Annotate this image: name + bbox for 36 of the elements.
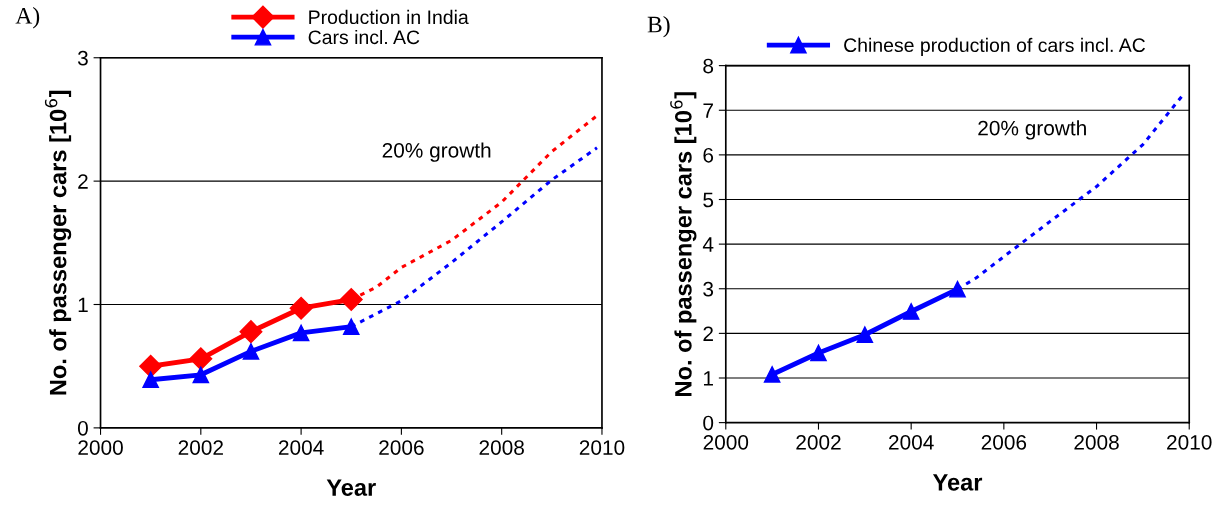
y-tick-label: 6 xyxy=(703,147,714,163)
annotation: 20% growth xyxy=(978,120,1086,140)
x-tick-label: 2000 xyxy=(703,434,749,450)
y-tick-label: 0 xyxy=(703,415,714,431)
x-axis-title: Year xyxy=(326,479,376,496)
x-tick-label: 2008 xyxy=(1074,434,1119,450)
y-tick-label: 8 xyxy=(703,58,714,74)
x-tick-label: 2010 xyxy=(1167,434,1212,450)
x-tick-label: 2000 xyxy=(78,440,123,455)
legend-label: Cars incl. AC xyxy=(308,29,420,45)
y-tick-label: 1 xyxy=(703,371,713,386)
y-axis-title: No. of passenger cars [10$^{6}$] xyxy=(44,90,72,395)
y-tick-label: 2 xyxy=(78,174,88,189)
x-axis-title: Year xyxy=(932,474,983,491)
x-tick-label: 2004 xyxy=(889,434,934,450)
chart-title: B) xyxy=(647,15,670,38)
y-tick-label: 0 xyxy=(77,420,88,436)
annotation: 20% growth xyxy=(382,142,491,162)
legend-label: Chinese production of cars incl. AC xyxy=(844,37,1146,56)
legend-label: Production in India xyxy=(309,9,469,25)
x-tick-label: 2010 xyxy=(579,440,625,455)
y-axis-title: No. of passenger cars [10$^{6}$] xyxy=(670,92,697,396)
x-tick-label: 2008 xyxy=(479,440,524,455)
y-tick-label: 7 xyxy=(703,103,713,118)
y-tick-label: 1 xyxy=(78,297,88,313)
y-tick-label: 4 xyxy=(702,237,714,252)
y-tick-label: 3 xyxy=(77,50,88,66)
x-tick-label: 2006 xyxy=(379,440,424,455)
x-tick-label: 2002 xyxy=(178,440,223,455)
y-tick-label: 2 xyxy=(703,326,713,341)
x-tick-label: 2004 xyxy=(278,440,324,455)
x-tick-label: 2006 xyxy=(981,434,1027,450)
x-tick-label: 2002 xyxy=(796,434,841,450)
y-tick-label: 3 xyxy=(703,281,714,297)
chart-title: A) xyxy=(15,7,40,29)
y-tick-label: 5 xyxy=(703,192,714,208)
